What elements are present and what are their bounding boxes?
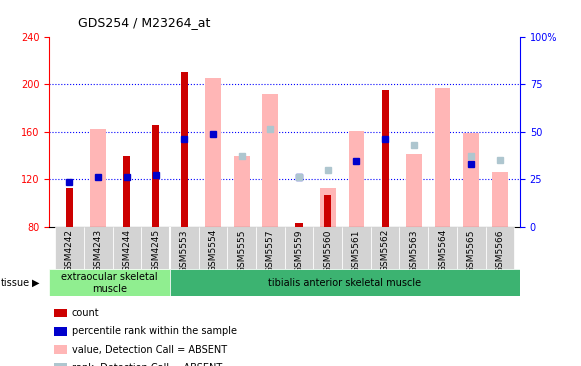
Text: GSM5561: GSM5561 (352, 229, 361, 273)
Bar (199, 227, 227, 269)
Text: GSM5564: GSM5564 (438, 229, 447, 272)
Bar (342, 227, 371, 269)
Bar (320, 188, 336, 227)
Bar (463, 133, 479, 227)
Bar (54, 309, 67, 317)
Text: value, Detection Call = ABSENT: value, Detection Call = ABSENT (72, 344, 227, 355)
Bar (152, 124, 159, 227)
Text: tibialis anterior skeletal muscle: tibialis anterior skeletal muscle (268, 278, 421, 288)
Text: tissue: tissue (1, 278, 30, 288)
Bar (486, 227, 514, 269)
Text: GSM5562: GSM5562 (381, 229, 390, 272)
Text: GSM4244: GSM4244 (123, 229, 131, 272)
Bar (205, 78, 221, 227)
Text: GSM5557: GSM5557 (266, 229, 275, 273)
Text: GSM5563: GSM5563 (410, 229, 418, 273)
Bar (400, 227, 428, 269)
Text: GSM4242: GSM4242 (65, 229, 74, 272)
Bar (84, 227, 113, 269)
Bar (49, 269, 170, 296)
Text: percentile rank within the sample: percentile rank within the sample (72, 326, 237, 336)
Bar (181, 72, 188, 227)
Bar (141, 227, 170, 269)
Text: rank, Detection Call = ABSENT: rank, Detection Call = ABSENT (72, 363, 222, 366)
Bar (170, 227, 199, 269)
Bar (382, 90, 389, 227)
Bar (54, 363, 67, 366)
Text: GSM4243: GSM4243 (94, 229, 103, 272)
Bar (492, 172, 508, 227)
Text: ▶: ▶ (32, 278, 40, 288)
Text: GSM5565: GSM5565 (467, 229, 476, 273)
Bar (227, 227, 256, 269)
Text: GSM5555: GSM5555 (237, 229, 246, 273)
Bar (113, 227, 141, 269)
Text: GSM5553: GSM5553 (180, 229, 189, 273)
Bar (66, 188, 73, 227)
Bar (371, 227, 400, 269)
Bar (296, 223, 303, 227)
Bar (123, 156, 130, 227)
Bar (55, 227, 84, 269)
Text: GSM5566: GSM5566 (496, 229, 504, 273)
Bar (324, 195, 331, 227)
Text: extraocular skeletal
muscle: extraocular skeletal muscle (62, 272, 158, 294)
Bar (285, 227, 313, 269)
Bar (457, 227, 486, 269)
Bar (90, 129, 106, 227)
Bar (170, 269, 520, 296)
Bar (256, 227, 285, 269)
Bar (349, 131, 364, 227)
Bar (54, 327, 67, 336)
Bar (263, 94, 278, 227)
Bar (313, 227, 342, 269)
Bar (406, 154, 422, 227)
Bar (428, 227, 457, 269)
Text: GDS254 / M23264_at: GDS254 / M23264_at (78, 16, 211, 29)
Text: GSM5559: GSM5559 (295, 229, 303, 273)
Bar (435, 88, 450, 227)
Text: GSM4245: GSM4245 (151, 229, 160, 272)
Bar (234, 156, 249, 227)
Text: count: count (72, 308, 99, 318)
Text: GSM5554: GSM5554 (209, 229, 217, 272)
Bar (54, 345, 67, 354)
Text: GSM5560: GSM5560 (323, 229, 332, 273)
